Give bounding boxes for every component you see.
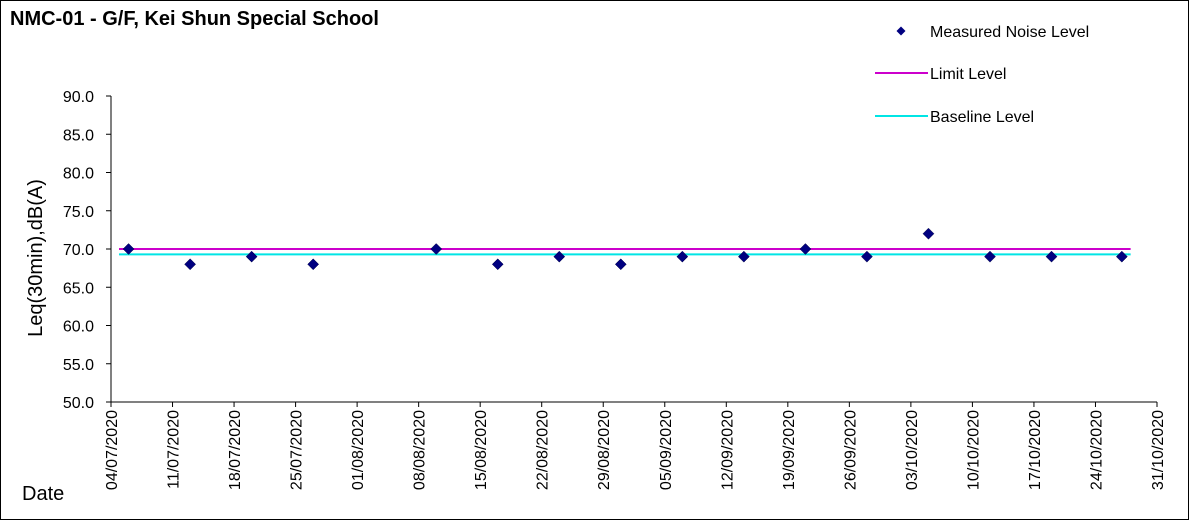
data-point (430, 243, 443, 255)
x-axis-ticks: 04/07/2020 11/07/2020 18/07/2020 25/07/2020… (104, 402, 1167, 490)
data-points (122, 227, 1128, 271)
data-point (553, 250, 566, 263)
data-point (614, 258, 627, 271)
data-point (799, 243, 812, 255)
x-tick-label: 01/08/2020 (350, 410, 367, 490)
data-point (245, 250, 258, 263)
data-point (307, 258, 320, 271)
y-tick-label: 80.0 (63, 166, 94, 183)
legend-label: Limit Level (930, 66, 1006, 83)
x-tick-label: 29/08/2020 (596, 410, 613, 490)
x-tick-label: 22/08/2020 (535, 410, 552, 490)
y-tick-label: 85.0 (63, 127, 94, 144)
y-axis-ticks: 50.0 55.0 60.0 65.0 70.0 75.0 80.0 85.0 90.0 (63, 89, 111, 412)
data-point (1115, 250, 1128, 263)
x-tick-label: 03/10/2020 (904, 410, 921, 490)
y-tick-label: 55.0 (63, 357, 94, 374)
data-point (922, 227, 935, 240)
x-tick-label: 05/09/2020 (658, 410, 675, 490)
data-point (122, 243, 135, 255)
x-tick-label: 24/10/2020 (1088, 410, 1105, 490)
y-tick-label: 90.0 (63, 89, 94, 106)
y-tick-label: 75.0 (63, 204, 94, 221)
x-tick-label: 08/08/2020 (412, 410, 429, 490)
x-tick-label: 18/07/2020 (227, 410, 244, 490)
data-point (184, 258, 196, 271)
chart-title: NMC-01 - G/F, Kei Shun Special School (10, 8, 379, 30)
legend: Measured Noise Level Limit Level Baseline … (875, 24, 1089, 126)
x-tick-label: 26/09/2020 (842, 410, 859, 490)
legend-label: Measured Noise Level (930, 24, 1089, 41)
x-tick-label: 04/07/2020 (104, 410, 121, 490)
x-tick-label: 10/10/2020 (965, 410, 982, 490)
data-point (491, 258, 504, 271)
x-tick-label: 19/09/2020 (781, 410, 798, 490)
x-axis-label: Date (22, 483, 65, 505)
legend-label: Baseline Level (930, 109, 1034, 126)
y-tick-label: 65.0 (63, 280, 94, 297)
x-tick-label: 25/07/2020 (289, 410, 306, 490)
data-point (861, 250, 873, 263)
x-tick-label: 17/10/2020 (1027, 410, 1044, 490)
x-tick-label: 15/08/2020 (473, 410, 490, 490)
reference-lines (119, 248, 1131, 256)
y-axis-label: Leq(30min),dB(A) (25, 179, 47, 337)
legend-measured-swatch (896, 26, 906, 36)
x-tick-label: 11/07/2020 (166, 410, 183, 489)
data-point (984, 250, 996, 263)
x-tick-label: 31/10/2020 (1150, 410, 1167, 490)
data-point (676, 250, 689, 263)
data-point (738, 250, 750, 263)
x-tick-label: 12/09/2020 (719, 410, 736, 490)
y-tick-label: 60.0 (63, 319, 94, 336)
y-tick-label: 50.0 (63, 395, 94, 412)
y-tick-label: 70.0 (63, 242, 94, 259)
data-point (1045, 250, 1058, 263)
